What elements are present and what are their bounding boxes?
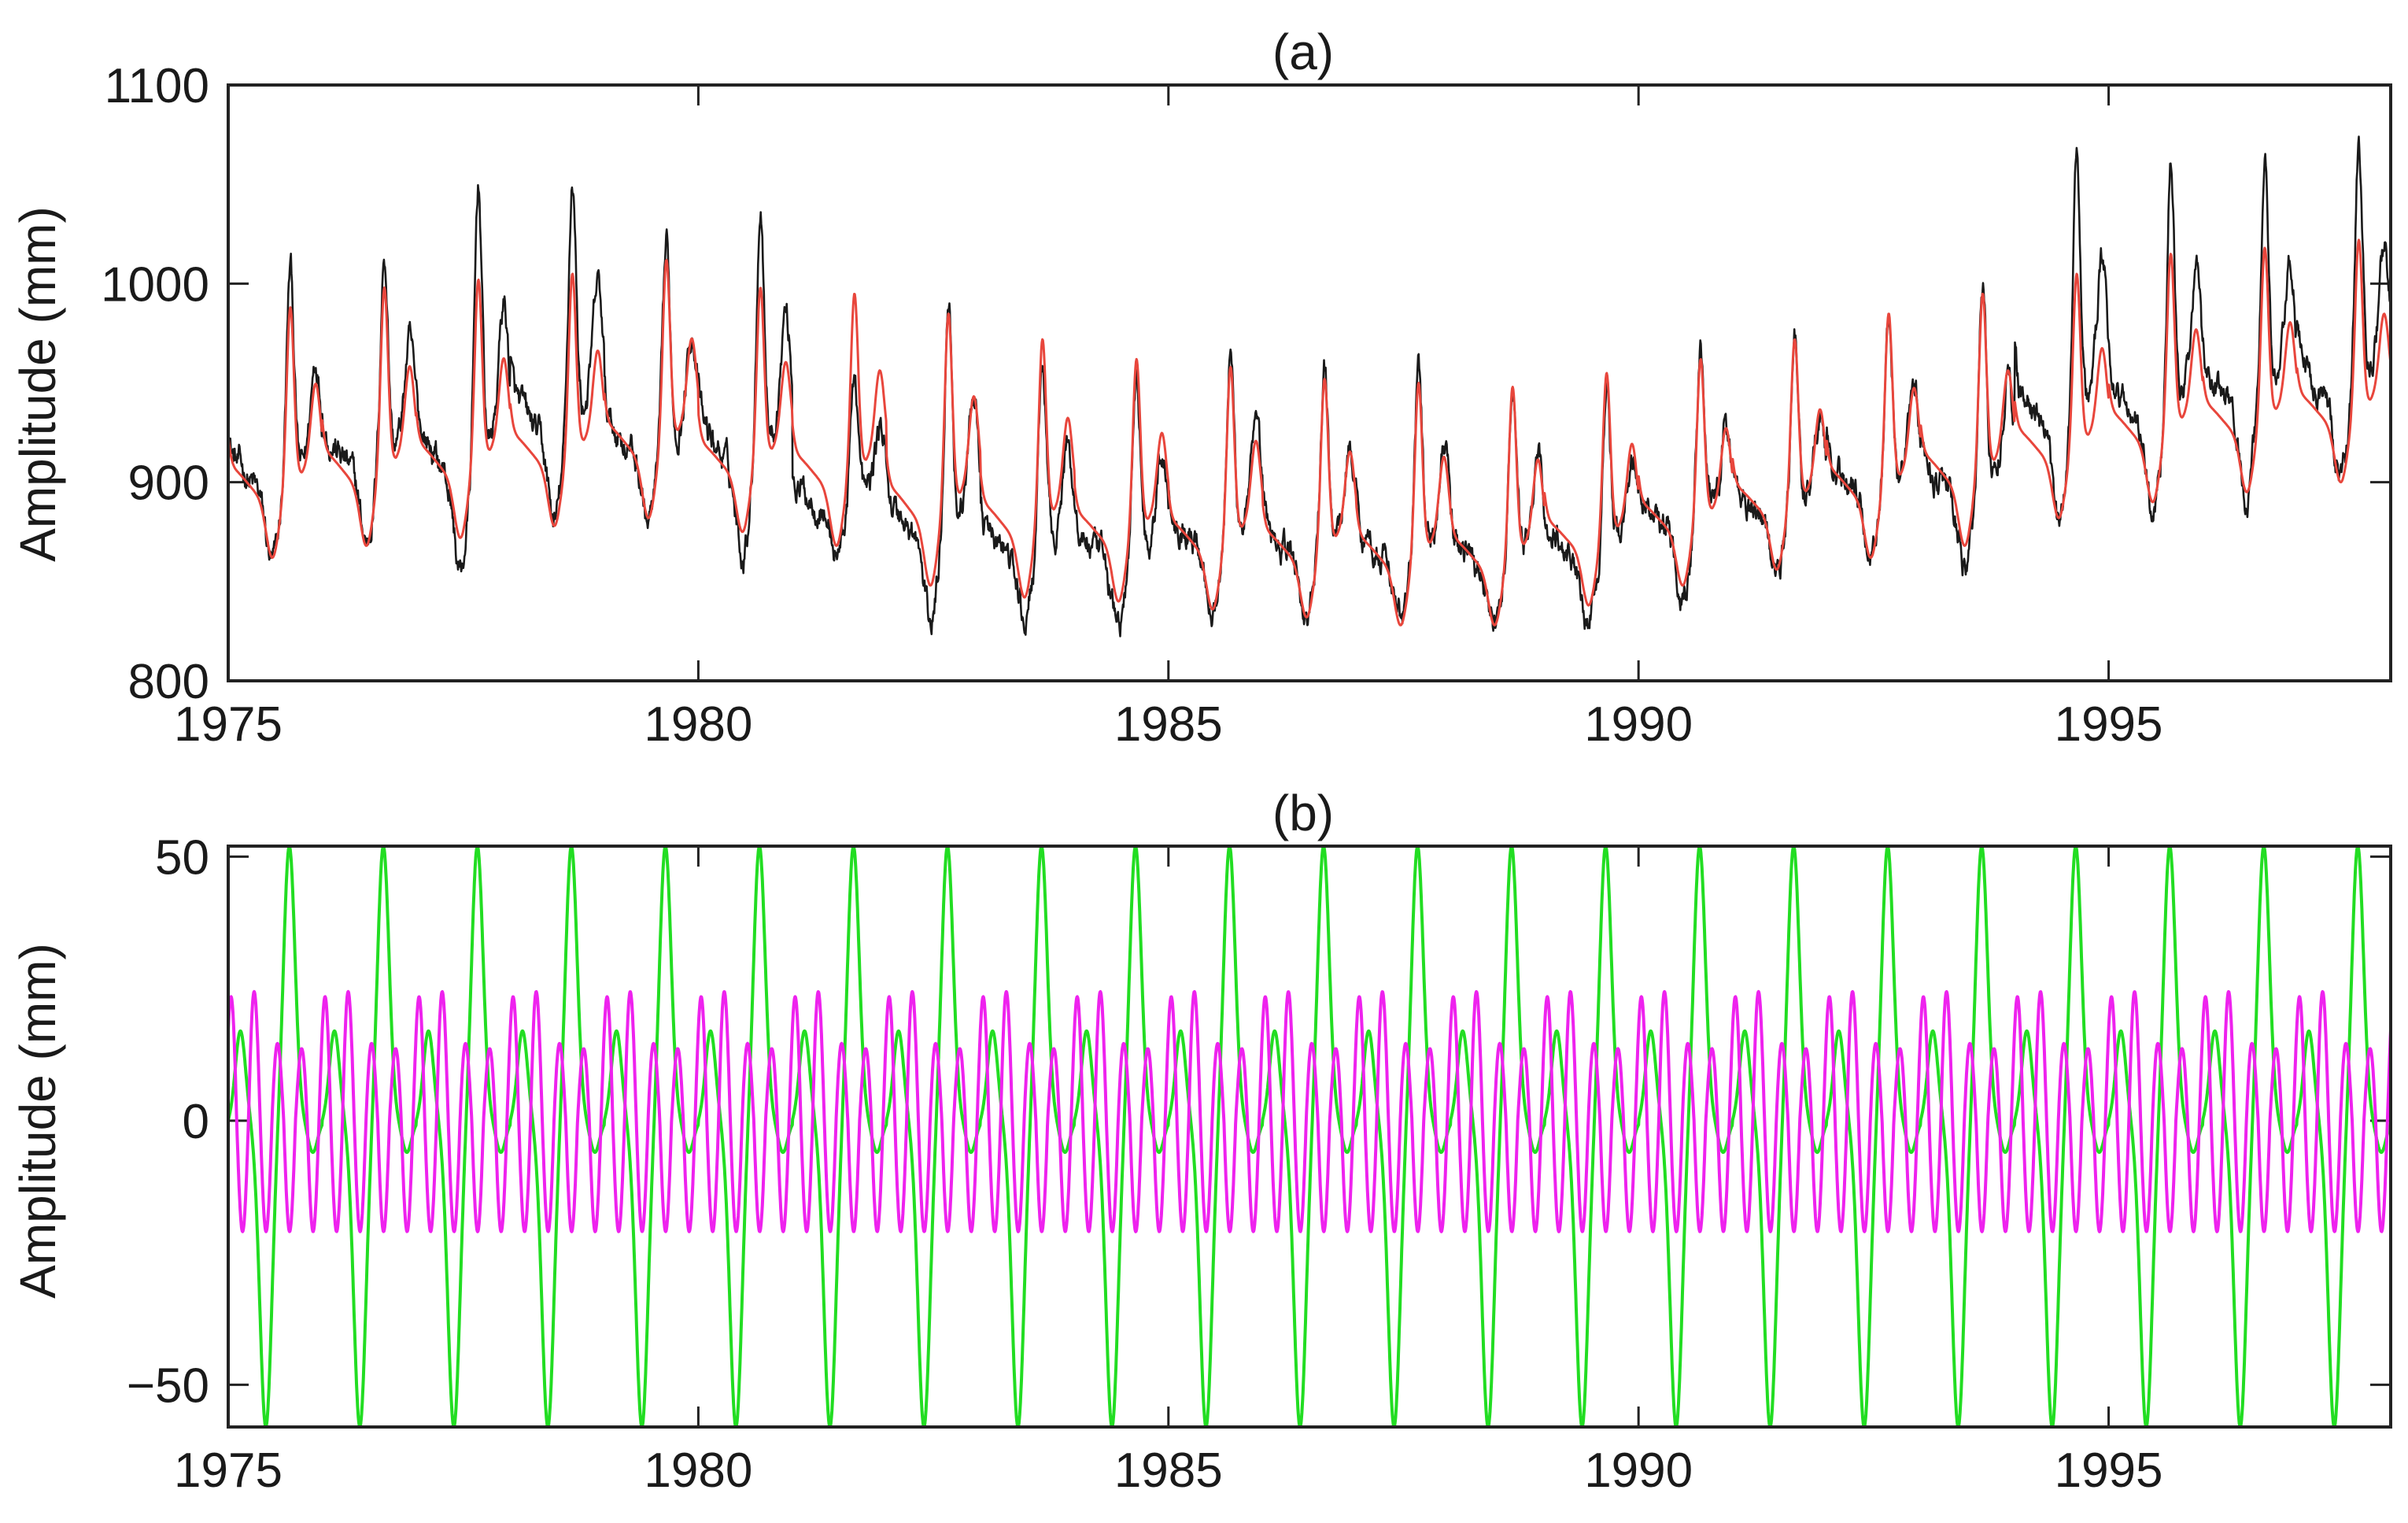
x-tick-label: 1980 xyxy=(644,697,752,752)
series-line-fitted xyxy=(227,238,2392,627)
x-tick-label: 1995 xyxy=(2055,697,2163,752)
y-tick-label: 0 xyxy=(183,1095,209,1149)
panel-a-series xyxy=(227,135,2392,638)
x-tick-label: 1990 xyxy=(1584,697,1693,752)
panel-a-frame xyxy=(227,83,2392,682)
y-tick-label: 50 xyxy=(155,830,209,885)
y-tick-label: 1000 xyxy=(101,257,209,312)
panel-a-ylabel: Amplitude (mm) xyxy=(9,206,66,562)
panel-b-frame xyxy=(227,845,2392,1429)
panel-a-title: (a) xyxy=(1272,24,1334,80)
panel-b-ylabel: Amplitude (mm) xyxy=(9,943,66,1299)
x-tick-label: 1975 xyxy=(174,697,283,752)
series-line-semi-annual-component xyxy=(227,989,2392,1233)
panel-a-ticks: 1975 1980 1985 1990 1995 800 900 1000 1100 xyxy=(101,59,2391,752)
x-tick-label: 1985 xyxy=(1114,697,1223,752)
panel-b: (b) Amplitude (mm) 1975 1980 1985 1990 1995 −… xyxy=(9,785,2392,1498)
y-tick-label: −50 xyxy=(127,1359,209,1413)
y-tick-label: 800 xyxy=(128,655,209,709)
x-tick-label: 1980 xyxy=(644,1444,752,1498)
y-tick-label: 900 xyxy=(128,457,209,511)
x-tick-label: 1995 xyxy=(2055,1444,2163,1498)
y-tick-label: 1100 xyxy=(105,59,209,113)
x-tick-label: 1975 xyxy=(174,1444,283,1498)
x-tick-label: 1985 xyxy=(1114,1444,1223,1498)
panel-b-series xyxy=(227,845,2392,1429)
panel-a: (a) Amplitude (mm) 1975 1980 1985 1990 1995 8… xyxy=(9,24,2392,752)
x-tick-label: 1990 xyxy=(1584,1444,1693,1498)
series-line-observed xyxy=(227,135,2392,638)
panel-b-title: (b) xyxy=(1272,785,1334,841)
